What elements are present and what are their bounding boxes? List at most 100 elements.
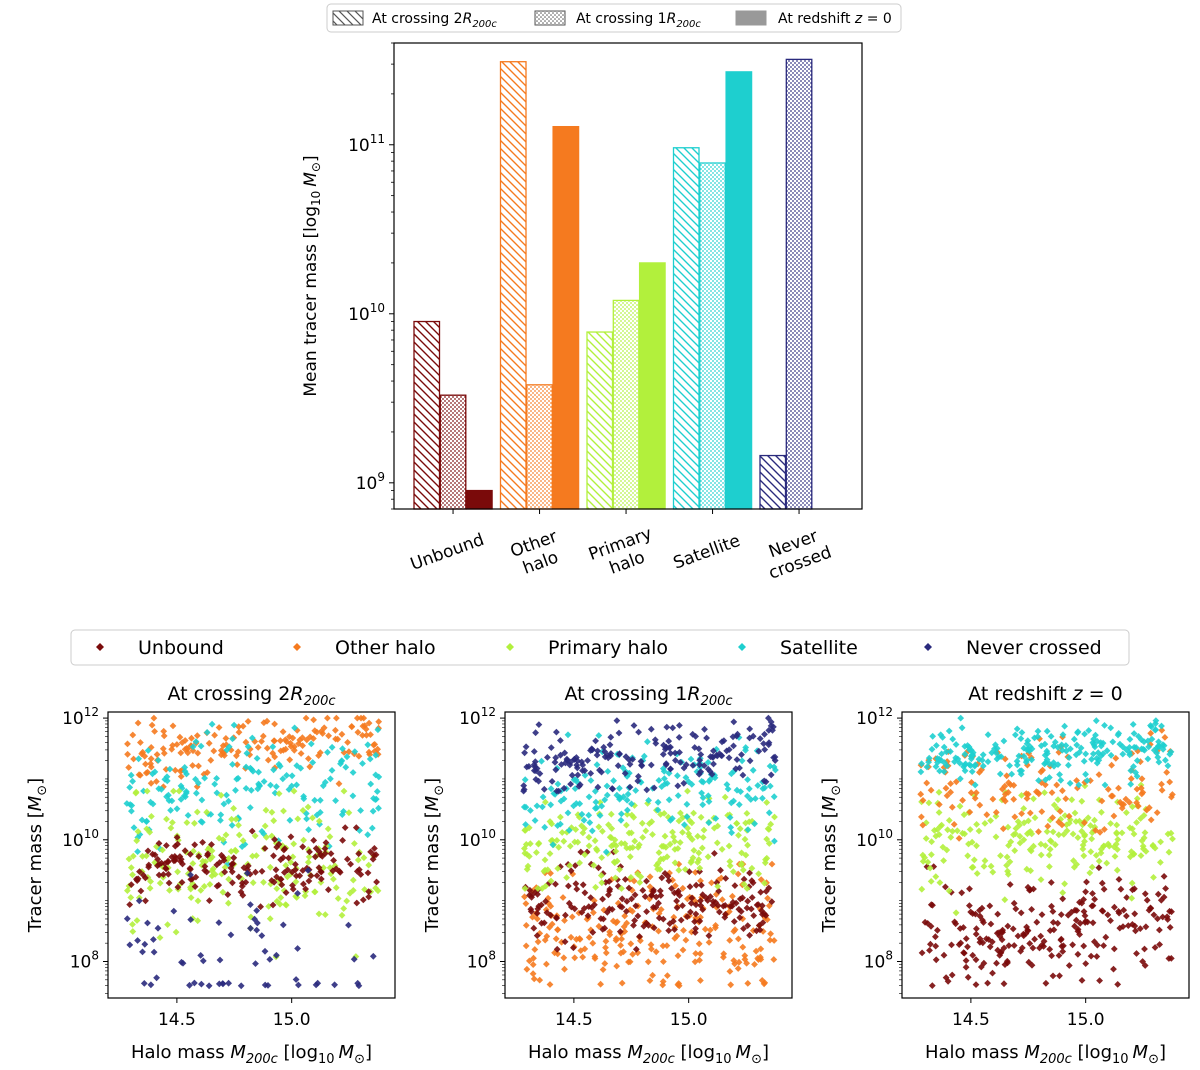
point-satellite bbox=[1159, 745, 1167, 753]
point-other-halo bbox=[543, 960, 550, 968]
point-never-crossed bbox=[154, 924, 162, 932]
point-primary-halo bbox=[331, 862, 339, 870]
point-primary-halo bbox=[592, 845, 600, 853]
point-never-crossed bbox=[544, 754, 551, 761]
point-satellite bbox=[1073, 741, 1081, 749]
point-other-halo bbox=[124, 750, 131, 758]
point-satellite bbox=[1085, 727, 1093, 734]
point-other-halo bbox=[1158, 726, 1166, 734]
point-primary-halo bbox=[1037, 840, 1045, 848]
point-other-halo bbox=[950, 821, 958, 828]
point-primary-halo bbox=[290, 840, 298, 848]
point-unbound bbox=[589, 929, 597, 936]
point-other-halo bbox=[153, 751, 161, 758]
point-satellite bbox=[182, 793, 189, 801]
point-primary-halo bbox=[194, 897, 202, 905]
point-satellite bbox=[587, 777, 595, 784]
point-unbound bbox=[142, 897, 149, 905]
point-primary-halo bbox=[1105, 842, 1113, 850]
point-unbound bbox=[1046, 945, 1054, 953]
point-other-halo bbox=[726, 937, 734, 944]
point-primary-halo bbox=[260, 878, 267, 886]
point-satellite bbox=[144, 747, 152, 754]
point-never-crossed bbox=[589, 746, 596, 753]
point-unbound bbox=[373, 878, 380, 886]
point-primary-halo bbox=[217, 791, 225, 799]
scatter-plot-frame bbox=[107, 711, 396, 999]
point-other-halo bbox=[717, 874, 725, 882]
point-satellite bbox=[726, 814, 734, 821]
scatter-plot-frame bbox=[504, 711, 793, 999]
point-satellite bbox=[588, 827, 596, 835]
scatter-title: At crossing 2R200c bbox=[167, 683, 335, 709]
point-unbound bbox=[645, 921, 652, 929]
point-primary-halo bbox=[1047, 837, 1054, 844]
point-primary-halo bbox=[1081, 831, 1089, 839]
point-never-crossed bbox=[701, 725, 708, 733]
point-other-halo bbox=[1116, 798, 1124, 806]
point-primary-halo bbox=[1142, 848, 1150, 855]
point-primary-halo bbox=[1020, 805, 1028, 812]
point-satellite bbox=[258, 828, 266, 835]
point-other-halo bbox=[171, 766, 179, 774]
point-satellite bbox=[1046, 774, 1053, 781]
point-unbound bbox=[1133, 950, 1140, 957]
point-other-halo bbox=[697, 977, 704, 984]
point-other-halo bbox=[708, 879, 715, 887]
point-primary-halo bbox=[713, 839, 721, 847]
point-satellite bbox=[1119, 743, 1127, 751]
point-satellite bbox=[744, 776, 751, 783]
point-satellite bbox=[316, 796, 324, 804]
point-primary-halo bbox=[949, 827, 956, 835]
point-never-crossed bbox=[614, 762, 622, 770]
legend-marker-unbound bbox=[96, 643, 104, 651]
point-unbound bbox=[1102, 933, 1110, 941]
point-other-halo bbox=[531, 946, 539, 953]
point-primary-halo bbox=[714, 822, 722, 830]
point-satellite bbox=[1050, 759, 1057, 766]
point-unbound bbox=[1064, 911, 1072, 919]
point-other-halo bbox=[712, 922, 719, 929]
point-unbound bbox=[994, 910, 1002, 918]
point-other-halo bbox=[254, 744, 262, 751]
point-satellite bbox=[134, 848, 141, 855]
point-primary-halo bbox=[1087, 848, 1095, 856]
point-unbound bbox=[1024, 926, 1031, 934]
point-satellite bbox=[207, 811, 215, 818]
point-other-halo bbox=[952, 778, 960, 786]
point-unbound bbox=[215, 881, 223, 889]
point-satellite bbox=[1056, 771, 1063, 778]
point-unbound bbox=[1166, 924, 1174, 931]
point-primary-halo bbox=[612, 874, 619, 882]
point-unbound bbox=[187, 866, 194, 873]
point-unbound bbox=[746, 869, 753, 877]
point-satellite bbox=[1164, 762, 1172, 770]
point-other-halo bbox=[371, 741, 379, 748]
point-unbound bbox=[553, 914, 560, 921]
point-never-crossed bbox=[746, 725, 754, 733]
point-satellite bbox=[971, 781, 979, 789]
point-other-halo bbox=[195, 762, 202, 770]
point-satellite bbox=[933, 742, 940, 749]
point-other-halo bbox=[1122, 795, 1130, 803]
scatter-title: At redshift z = 0 bbox=[968, 683, 1122, 705]
point-satellite bbox=[1103, 747, 1111, 755]
point-primary-halo bbox=[1060, 831, 1068, 838]
point-primary-halo bbox=[1055, 831, 1063, 839]
point-primary-halo bbox=[133, 837, 141, 845]
point-satellite bbox=[645, 797, 652, 804]
point-primary-halo bbox=[156, 879, 164, 887]
point-primary-halo bbox=[966, 826, 974, 833]
point-unbound bbox=[1131, 922, 1139, 930]
point-satellite bbox=[978, 756, 986, 764]
point-satellite bbox=[1067, 745, 1074, 753]
point-unbound bbox=[306, 848, 313, 856]
point-primary-halo bbox=[626, 853, 634, 861]
point-satellite bbox=[547, 785, 555, 793]
legend-label-2r200c: At crossing 2R200c bbox=[372, 11, 497, 30]
point-unbound bbox=[691, 918, 698, 925]
point-satellite bbox=[1126, 735, 1134, 743]
point-other-halo bbox=[992, 809, 1000, 816]
point-unbound bbox=[736, 895, 744, 903]
point-never-crossed bbox=[331, 981, 338, 989]
